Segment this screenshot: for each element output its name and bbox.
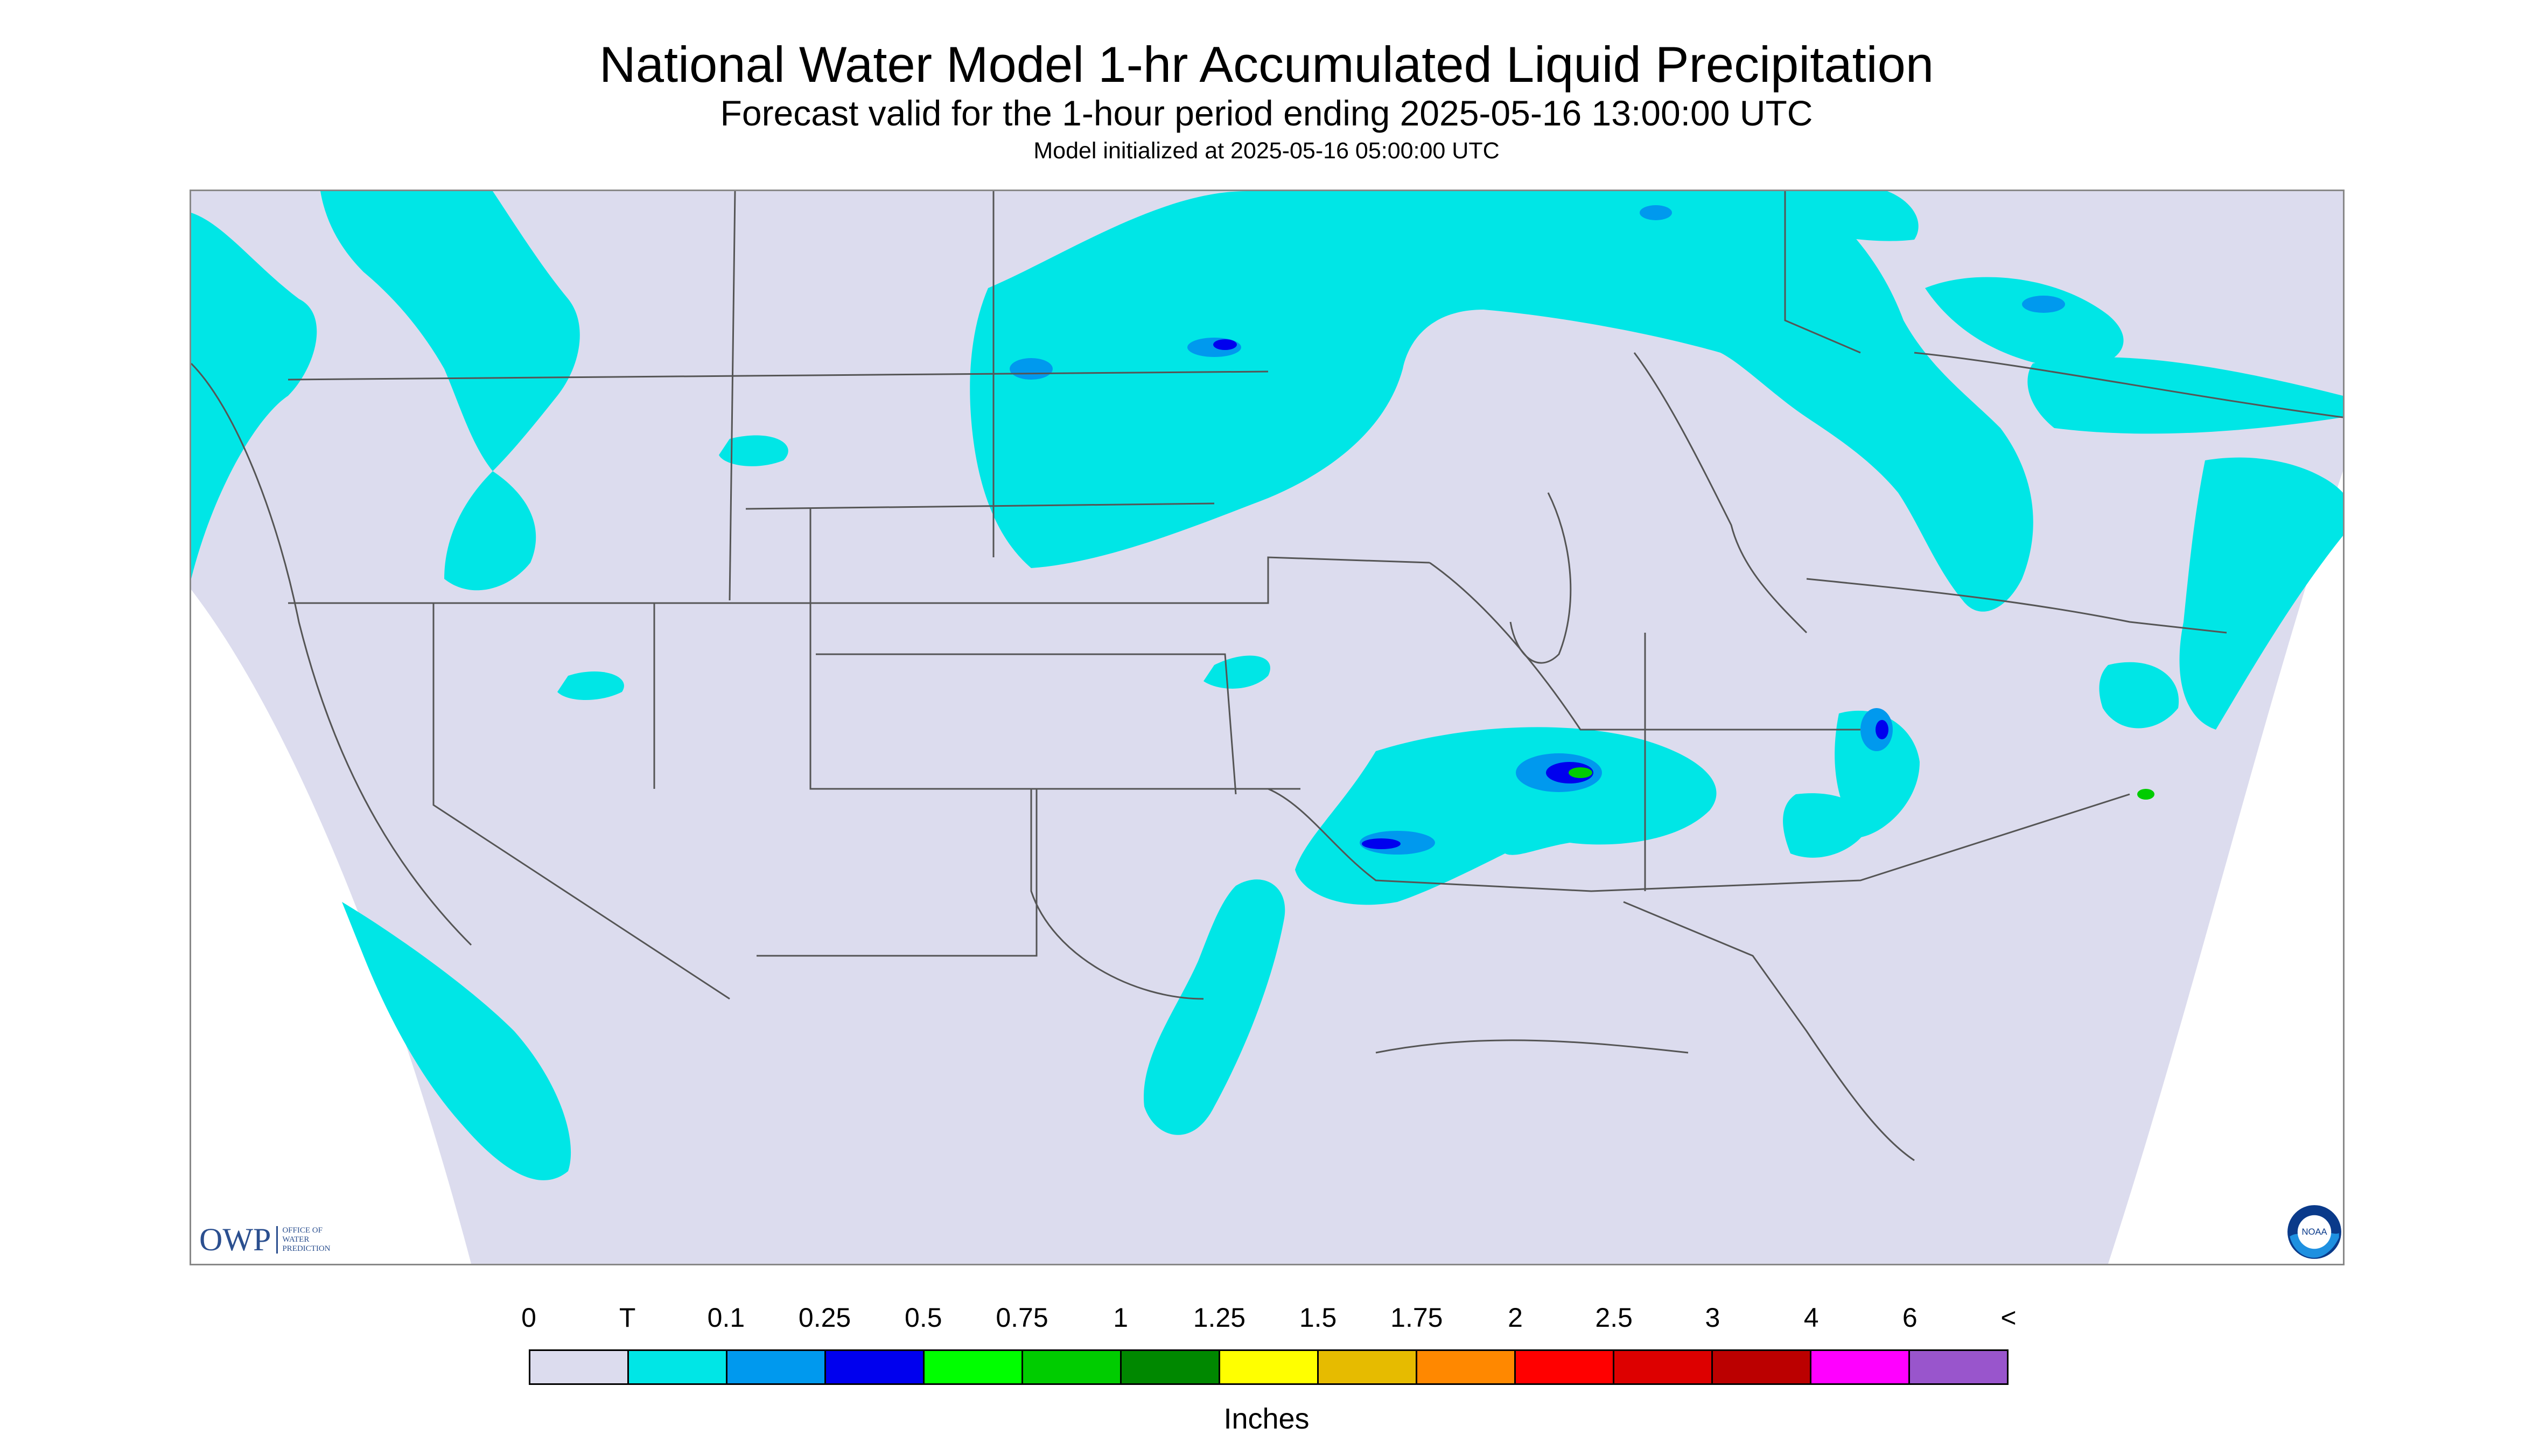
- legend-label: 0.5: [905, 1303, 942, 1333]
- legend-swatch: [530, 1351, 629, 1383]
- legend-label: 1: [1113, 1303, 1129, 1333]
- legend-swatch: [1417, 1351, 1516, 1383]
- legend-swatch: [925, 1351, 1023, 1383]
- legend-label: T: [619, 1303, 636, 1333]
- map-title: National Water Model 1-hr Accumulated Li…: [599, 36, 1934, 93]
- legend-labels: 0 T 0.1 0.25 0.5 0.75 1 1.25 1.5 1.75 2 2.5 3 4 6 <: [0, 1302, 2533, 1334]
- legend-swatch: [629, 1351, 727, 1383]
- legend-swatch: [1910, 1351, 2007, 1383]
- legend-label: 0.75: [996, 1303, 1048, 1333]
- model-init-line: Model initialized at 2025-05-16 05:00:00…: [1033, 138, 1500, 164]
- legend-label: 3: [1705, 1303, 1720, 1333]
- boundary-lines: [191, 191, 2343, 1161]
- precipitation-map: [190, 190, 2345, 1265]
- legend-label: <: [2000, 1303, 2017, 1333]
- legend-label: 0.1: [707, 1303, 745, 1333]
- noaa-logo-text: NOAA: [2301, 1227, 2327, 1237]
- legend-swatch: [1713, 1351, 1811, 1383]
- precip-trace-areas: [191, 191, 2343, 1180]
- owp-logo-line: PREDICTION: [282, 1244, 331, 1253]
- forecast-valid-subtitle: Forecast valid for the 1-hour period end…: [720, 93, 1813, 133]
- owp-logo-mark: OWP: [199, 1222, 271, 1257]
- legend-label: 4: [1803, 1303, 1819, 1333]
- legend-swatch: [1319, 1351, 1417, 1383]
- owp-logo-line: WATER: [282, 1235, 310, 1244]
- legend-swatch: [826, 1351, 925, 1383]
- legend-swatch: [1220, 1351, 1319, 1383]
- legend-label: 6: [1902, 1303, 1918, 1333]
- owp-logo-line: OFFICE OF: [282, 1226, 323, 1235]
- precip-green-cores: [1569, 767, 2154, 800]
- legend-swatch: [1614, 1351, 1713, 1383]
- legend-swatch: [1516, 1351, 1614, 1383]
- owp-logo-text: OFFICE OF WATER PREDICTION: [276, 1226, 331, 1254]
- legend-colorbar: [529, 1349, 2009, 1385]
- legend-units-label: Inches: [1223, 1403, 1310, 1435]
- legend-swatch: [1811, 1351, 1910, 1383]
- map-canvas: [191, 191, 2343, 1264]
- legend-label: 1.75: [1390, 1303, 1443, 1333]
- legend-label: 0: [521, 1303, 536, 1333]
- legend-label: 1.5: [1299, 1303, 1337, 1333]
- owp-logo: OWP OFFICE OF WATER PREDICTION: [199, 1221, 331, 1258]
- noaa-logo: NOAA: [2287, 1205, 2341, 1259]
- legend-swatch: [1122, 1351, 1220, 1383]
- legend-swatch: [1023, 1351, 1122, 1383]
- legend-label: 2.5: [1595, 1303, 1633, 1333]
- legend-swatch: [727, 1351, 826, 1383]
- legend-label: 1.25: [1193, 1303, 1246, 1333]
- legend-label: 0.25: [798, 1303, 851, 1333]
- legend-label: 2: [1508, 1303, 1523, 1333]
